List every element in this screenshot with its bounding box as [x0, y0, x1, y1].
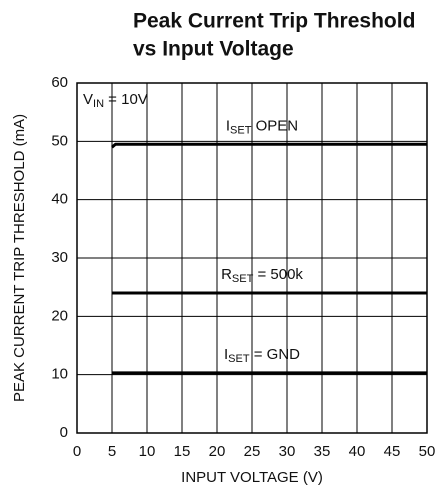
annotation: VIN = 10V — [83, 91, 148, 110]
x-tick-label: 15 — [174, 443, 191, 460]
series-line — [111, 142, 427, 149]
series-label: ISET = GND — [224, 346, 300, 365]
x-tick-label: 40 — [349, 443, 366, 460]
y-axis-label: PEAK CURRENT TRIP THRESHOLD (mA) — [11, 114, 28, 402]
series-label-part: = 500k — [253, 266, 303, 283]
plot-frame — [76, 82, 428, 434]
chart-title: Peak Current Trip Threshold — [133, 10, 415, 33]
annotation-part: V — [83, 91, 93, 108]
y-tick-label: 50 — [51, 132, 68, 149]
series-label: RSET = 500k — [221, 266, 303, 285]
annotation-part: = 10V — [104, 91, 148, 108]
series-label-part: = GND — [250, 346, 301, 363]
x-tick-label: 10 — [139, 443, 156, 460]
annotation-part: IN — [93, 98, 104, 110]
series-label-part: I — [224, 346, 228, 363]
x-tick-label: 30 — [279, 443, 296, 460]
series-label-part: OPEN — [251, 117, 298, 134]
x-tick-label: 5 — [108, 443, 116, 460]
y-tick-label: 0 — [60, 424, 68, 441]
x-tick-label: 50 — [419, 443, 436, 460]
y-tick-label: 20 — [51, 307, 68, 324]
y-tick-label: 30 — [51, 249, 68, 266]
y-tick-label: 60 — [51, 74, 68, 91]
series-label-part: R — [221, 266, 232, 283]
series-label-part: SET — [230, 124, 252, 136]
y-tick-label: 10 — [51, 366, 68, 383]
x-tick-label: 20 — [209, 443, 226, 460]
x-axis-label: INPUT VOLTAGE (V) — [181, 469, 323, 486]
x-tick-label: 35 — [314, 443, 331, 460]
series-label: ISET OPEN — [226, 117, 298, 136]
series-label-part: SET — [232, 273, 254, 285]
series-label-part: I — [226, 117, 230, 134]
x-tick-label: 45 — [384, 443, 401, 460]
y-tick-label: 40 — [51, 191, 68, 208]
chart-title: vs Input Voltage — [133, 38, 294, 61]
x-tick-label: 0 — [73, 443, 81, 460]
series-label-part: SET — [228, 353, 250, 365]
x-tick-label: 25 — [244, 443, 261, 460]
